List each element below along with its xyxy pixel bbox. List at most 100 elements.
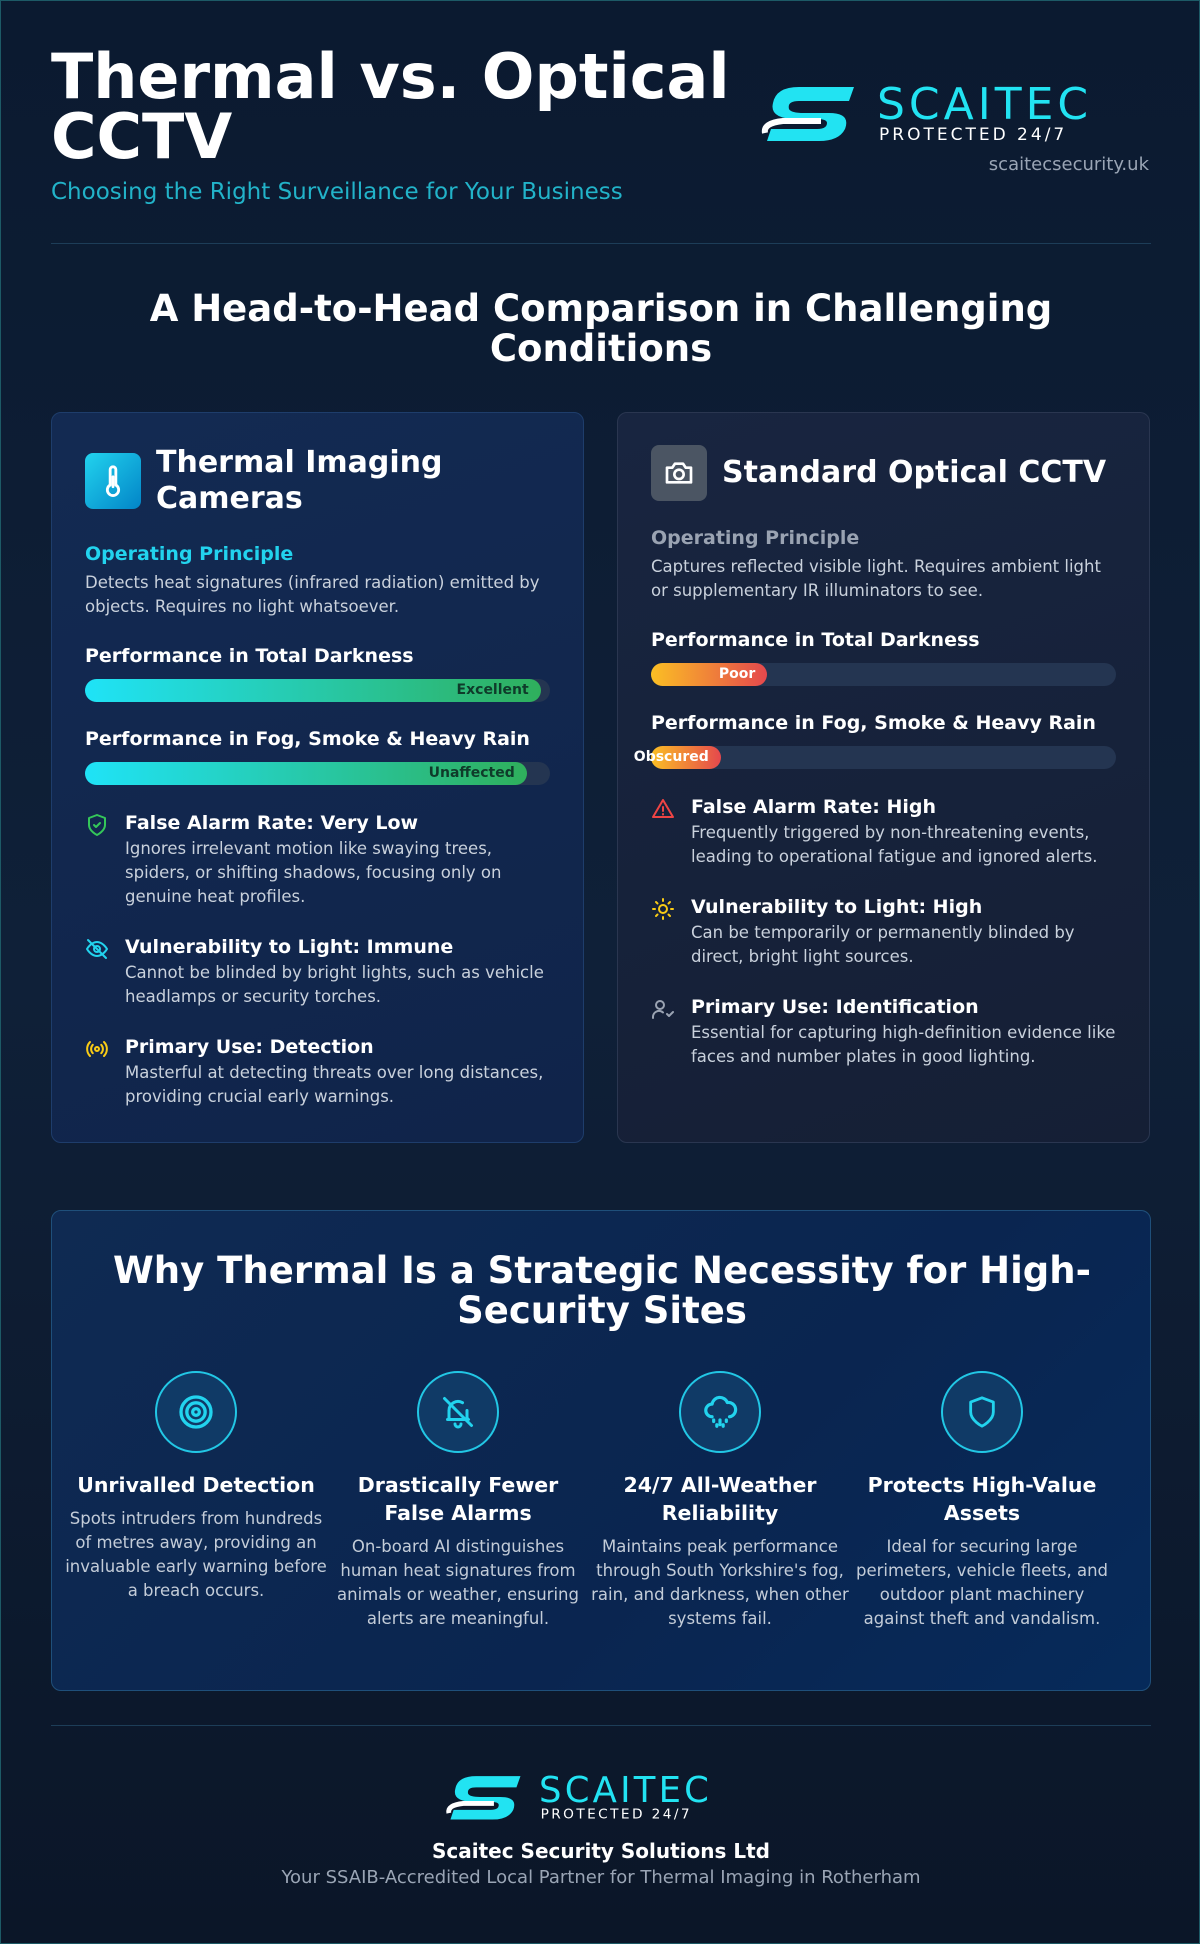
metric-label: Performance in Total Darkness xyxy=(651,629,980,651)
feature-body: False Alarm Rate: High Frequently trigger… xyxy=(691,795,1116,869)
feature-body: Primary Use: Detection Masterful at detec… xyxy=(125,1035,550,1109)
benefit: 24/7 All-Weather Reliability Maintains pe… xyxy=(589,1371,851,1631)
metric-bar: Obscured xyxy=(634,746,721,769)
benefit: Drastically Fewer False Alarms On-board A… xyxy=(327,1371,589,1631)
metric-bar: Excellent xyxy=(85,679,541,702)
feature-body: Primary Use: Identification Essential for… xyxy=(691,995,1116,1069)
logo-name: SCAITEC xyxy=(539,1771,712,1811)
feature: Vulnerability to Light: High Can be tempo… xyxy=(651,895,1116,969)
metric-rating: Unaffected xyxy=(428,765,515,781)
website: scaitecsecurity.uk xyxy=(988,154,1149,175)
card-header: Thermal Imaging Cameras xyxy=(85,445,550,517)
feature-title: Vulnerability to Light: Immune xyxy=(125,936,454,958)
benefits-heading: Why Thermal Is a Strategic Necessity for… xyxy=(113,1249,1091,1332)
icon xyxy=(969,1396,995,1428)
metric-bar: Poor xyxy=(651,663,768,686)
benefit-title: 24/7 All-Weather Reliability xyxy=(623,1473,817,1525)
metric-rating: Excellent xyxy=(456,682,529,698)
principle-label: Operating Principle xyxy=(651,527,860,549)
icon xyxy=(85,1035,110,1109)
icon xyxy=(86,1041,108,1057)
logo-name: SCAITEC xyxy=(877,83,1092,130)
benefit: Unrivalled Detection Spots intruders from… xyxy=(65,1371,327,1631)
principle-label: Operating Principle xyxy=(85,543,294,565)
card-icon xyxy=(85,453,141,509)
benefit-icon xyxy=(679,1371,761,1453)
icon xyxy=(652,799,674,818)
feature-title: False Alarm Rate: Very Low xyxy=(125,812,419,834)
benefit-text: Spots intruders from hundreds of metres … xyxy=(65,1509,327,1600)
card-header: Standard Optical CCTV xyxy=(651,445,1116,501)
comparison-card: Standard Optical CCTV Operating Principle… xyxy=(617,412,1150,1143)
icon xyxy=(651,995,676,1069)
icon xyxy=(88,814,106,836)
feature-text: Can be temporarily or permanently blinde… xyxy=(691,923,1075,966)
metric-bar: Unaffected xyxy=(85,762,527,785)
metric-rating: Obscured xyxy=(633,749,709,765)
feature-title: Primary Use: Identification xyxy=(691,996,979,1018)
benefit-icon xyxy=(941,1371,1023,1453)
metric-track: Excellent xyxy=(85,679,550,702)
principle-text: Captures reflected visible light. Requir… xyxy=(651,557,1101,600)
feature-title: False Alarm Rate: High xyxy=(691,796,937,818)
card-icon xyxy=(651,445,707,501)
metric-track: Poor xyxy=(651,663,1116,686)
divider xyxy=(51,243,1151,244)
benefit-text: Ideal for securing large perimeters, veh… xyxy=(855,1537,1108,1628)
metric-track: Obscured xyxy=(634,746,1116,769)
benefit-title: Drastically Fewer False Alarms xyxy=(357,1473,559,1525)
icon xyxy=(85,935,110,1009)
feature-text: Essential for capturing high-definition … xyxy=(691,1023,1116,1066)
benefit-title: Unrivalled Detection xyxy=(77,1473,315,1497)
footer-tagline: Your SSAIB-Accredited Local Partner for … xyxy=(281,1867,921,1888)
feature-body: False Alarm Rate: Very Low Ignores irrele… xyxy=(125,811,550,909)
icon xyxy=(704,1395,738,1428)
benefit: Protects High-Value Assets Ideal for secu… xyxy=(851,1371,1113,1631)
icon xyxy=(651,795,676,869)
feature-text: Ignores irrelevant motion like swaying t… xyxy=(125,839,502,906)
logo-tagline: PROTECTED 24/7 xyxy=(541,1807,692,1823)
feature: Primary Use: Detection Masterful at detec… xyxy=(85,1035,550,1109)
icon xyxy=(179,1395,213,1429)
metric-rating: Poor xyxy=(718,666,756,682)
feature: False Alarm Rate: High Frequently trigger… xyxy=(651,795,1116,869)
metric-label: Performance in Fog, Smoke & Heavy Rain xyxy=(85,728,530,750)
benefits-panel: Why Thermal Is a Strategic Necessity for… xyxy=(51,1210,1151,1691)
icon xyxy=(651,1000,674,1019)
feature: False Alarm Rate: Very Low Ignores irrele… xyxy=(85,811,550,909)
icon xyxy=(105,465,121,497)
company-name: Scaitec Security Solutions Ltd xyxy=(431,1839,771,1863)
icon xyxy=(665,462,693,484)
metric-track: Unaffected xyxy=(85,762,550,785)
benefit-title: Protects High-Value Assets xyxy=(867,1473,1097,1525)
principle-text: Detects heat signatures (infrared radiat… xyxy=(85,573,540,616)
feature-body: Vulnerability to Light: High Can be tempo… xyxy=(691,895,1116,969)
card-title: Thermal Imaging Cameras xyxy=(156,445,443,516)
comparison-card: Thermal Imaging Cameras Operating Princip… xyxy=(51,412,584,1143)
feature-text: Masterful at detecting threats over long… xyxy=(125,1063,544,1106)
benefit-icon xyxy=(155,1371,237,1453)
logo: SCAITEC PROTECTED 24/7 xyxy=(761,83,1092,143)
feature-title: Vulnerability to Light: High xyxy=(691,896,983,918)
icon xyxy=(651,895,676,969)
icon xyxy=(86,939,108,959)
feature-text: Frequently triggered by non-threatening … xyxy=(691,823,1098,866)
footer-logo: SCAITEC PROTECTED 24/7 xyxy=(446,1771,712,1823)
feature: Primary Use: Identification Essential for… xyxy=(651,995,1116,1069)
section-heading: A Head-to-Head Comparison in Challenging… xyxy=(149,287,1053,370)
subtitle: Choosing the Right Surveillance for Your… xyxy=(51,179,623,205)
benefit-text: Maintains peak performance through South… xyxy=(591,1537,849,1628)
feature: Vulnerability to Light: Immune Cannot be … xyxy=(85,935,550,1009)
feature-text: Cannot be blinded by bright lights, such… xyxy=(125,963,544,1006)
benefits-list: Unrivalled Detection Spots intruders from… xyxy=(52,1371,1152,1631)
icon xyxy=(652,898,674,920)
benefit-text: On-board AI distinguishes human heat sig… xyxy=(337,1537,579,1628)
feature-title: Primary Use: Detection xyxy=(125,1036,374,1058)
icon xyxy=(85,811,110,909)
title: Thermal vs. Optical CCTV xyxy=(51,40,730,173)
feature-body: Vulnerability to Light: Immune Cannot be … xyxy=(125,935,550,1009)
logo-tagline: PROTECTED 24/7 xyxy=(879,125,1067,143)
divider xyxy=(51,1725,1151,1726)
metric-label: Performance in Total Darkness xyxy=(85,645,414,667)
